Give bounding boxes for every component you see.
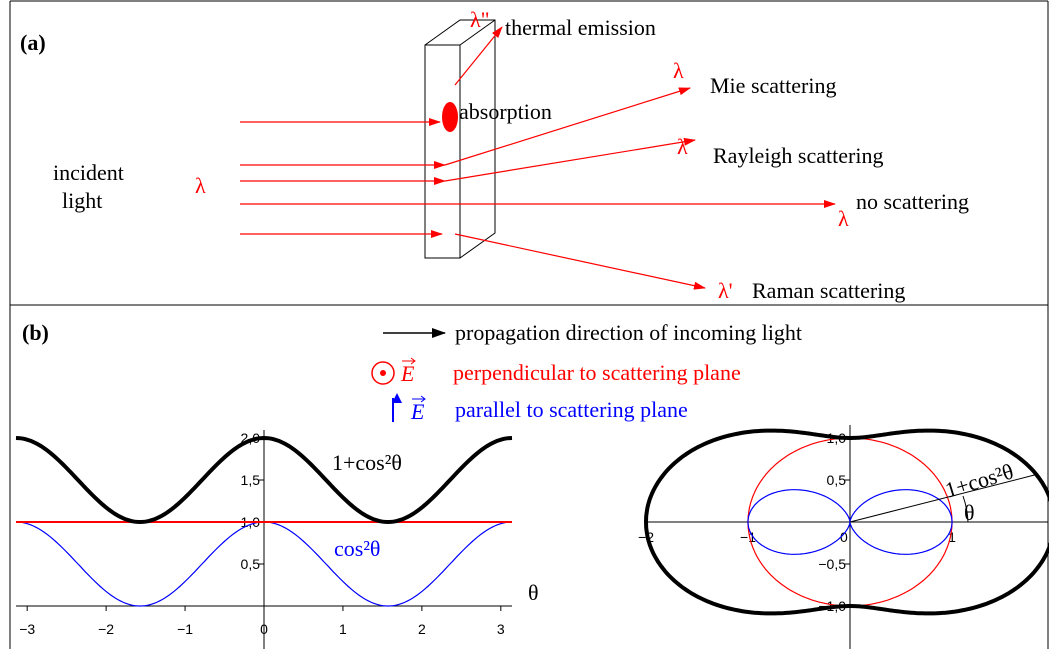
wavelength: λ bbox=[195, 173, 206, 198]
x-tick-label: −2 bbox=[98, 621, 114, 637]
wavelength: λ bbox=[677, 134, 688, 159]
legend-dot bbox=[380, 370, 386, 376]
radius-label: 1+cos²θ bbox=[942, 458, 1016, 502]
curve-label: cos²θ bbox=[334, 536, 380, 561]
wavelength: λ" bbox=[470, 7, 490, 32]
mie-text: Mie scattering bbox=[710, 73, 836, 98]
wavelength: λ bbox=[838, 206, 849, 231]
angle-label: θ bbox=[964, 500, 975, 525]
rayleigh-text: Rayleigh scattering bbox=[713, 143, 883, 168]
thermal-text: thermal emission bbox=[505, 15, 656, 40]
wavelength: λ bbox=[673, 58, 684, 83]
curve-label: 1+cos²θ bbox=[332, 450, 402, 475]
legend-text: parallel to scattering plane bbox=[455, 397, 688, 422]
x-tick-label: 1 bbox=[339, 621, 347, 637]
wavelength: λ' bbox=[718, 278, 733, 303]
x-tick-label: 3 bbox=[497, 621, 505, 637]
panel-label: (b) bbox=[22, 320, 49, 345]
no-scattering-text: no scattering bbox=[856, 189, 969, 214]
axis-label: θ bbox=[528, 580, 539, 605]
y-tick-label: 0,5 bbox=[827, 472, 847, 488]
absorption-spot bbox=[442, 102, 458, 132]
incident-text: incident bbox=[53, 160, 124, 185]
slab bbox=[425, 20, 495, 258]
legend-symbol: E bbox=[410, 399, 425, 424]
y-tick-label: 0,5 bbox=[241, 556, 261, 572]
raman-text: Raman scattering bbox=[752, 278, 905, 303]
absorption-text: absorption bbox=[459, 99, 552, 124]
legend-text: perpendicular to scattering plane bbox=[453, 360, 741, 385]
legend-text: propagation direction of incoming light bbox=[455, 320, 802, 345]
y-tick-label: −0,5 bbox=[818, 556, 846, 572]
x-tick-label: −1 bbox=[177, 621, 193, 637]
panel-label: (a) bbox=[20, 30, 46, 55]
x-tick-label: −3 bbox=[19, 621, 35, 637]
y-tick-label: 1,5 bbox=[241, 472, 261, 488]
legend-symbol: E bbox=[400, 361, 415, 386]
x-tick-label: 2 bbox=[418, 621, 426, 637]
incident-text: light bbox=[62, 188, 102, 213]
figure: (a) incident light λ absorption λ" therm… bbox=[0, 0, 1049, 649]
x-tick-label: 0 bbox=[260, 621, 268, 637]
